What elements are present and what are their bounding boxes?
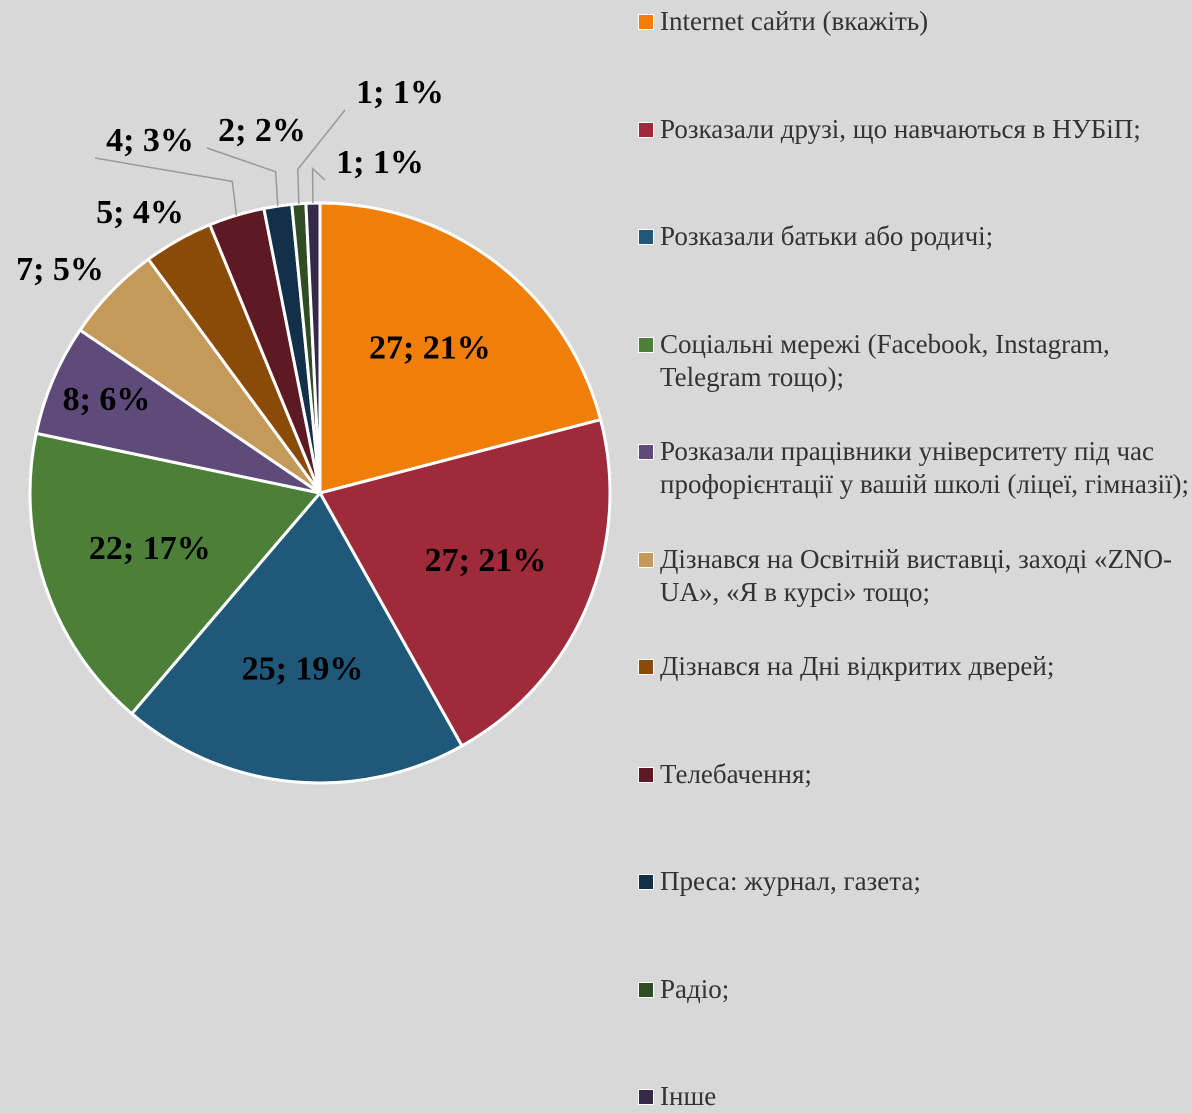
legend-item: Радіо;	[638, 973, 1192, 1006]
pie-slice	[129, 490, 464, 785]
legend-label: Розказали друзі, що навчаються в НУБіП;	[660, 113, 1141, 144]
leader-line	[206, 147, 279, 207]
legend-swatch	[638, 336, 654, 353]
legend-label: Телебачення;	[660, 758, 812, 789]
legend-item: Дізнався на Освітній виставці, заході «Z…	[638, 543, 1192, 609]
legend-label: Дізнався на Дні відкритих дверей;	[660, 651, 1055, 681]
legend-item: Телебачення;	[638, 758, 1192, 791]
legend-item: Дізнався на Дні відкритих дверей;	[638, 650, 1192, 683]
legend-item: Соціальні мережі (Facebook, Instagram, T…	[638, 328, 1192, 394]
data-label: 7; 5%	[16, 251, 104, 288]
legend-item: Internet сайти (вкажіть)	[638, 5, 1192, 38]
legend-swatch	[638, 659, 654, 675]
data-label: 2; 2%	[218, 112, 306, 149]
legend-label: Інше	[660, 1081, 717, 1111]
data-label: 22; 17%	[89, 530, 211, 567]
legend-label: Розказали працівники університету під ча…	[660, 436, 1189, 499]
data-label: 1; 1%	[336, 144, 424, 181]
data-label: 4; 3%	[106, 122, 194, 159]
leader-line	[311, 166, 326, 204]
legend-item: Інше	[638, 1080, 1192, 1113]
legend-swatch	[638, 766, 654, 783]
legend-item: Преса: журнал, газета;	[638, 865, 1192, 898]
chart: 27; 21% 27; 21% 25; 19% 22; 17% 8; 6% 7; 5% 5;…	[16, 74, 612, 785]
legend-label: Розказали батьки або родичі;	[660, 221, 994, 251]
pie-slice	[318, 201, 603, 495]
legend-label: Преса: журнал, газета;	[660, 866, 921, 896]
pie-slice	[317, 417, 612, 748]
legend-label: Радіо;	[660, 973, 730, 1004]
legend-label: Internet сайти (вкажіть)	[660, 6, 929, 36]
legend-swatch	[638, 981, 654, 998]
data-label: 8; 6%	[63, 381, 151, 418]
legend-swatch	[638, 874, 654, 890]
legend-swatch	[638, 551, 654, 568]
legend-swatch	[638, 14, 654, 30]
legend-swatch	[638, 121, 654, 138]
data-label: 27; 21%	[369, 329, 491, 366]
data-label: 1; 1%	[356, 74, 444, 111]
legend-item: Розказали друзі, що навчаються в НУБіП;	[638, 113, 1192, 146]
legend-item: Розказали працівники університету під ча…	[638, 435, 1192, 501]
data-label: 27; 21%	[425, 542, 547, 579]
leader-line	[94, 157, 238, 216]
leader-line	[297, 109, 346, 204]
legend-label: Дізнався на Освітній виставці, заході «Z…	[660, 543, 1172, 607]
legend-label: Соціальні мережі (Facebook, Instagram, T…	[660, 328, 1110, 392]
legend-swatch	[638, 444, 654, 460]
legend-swatch	[638, 229, 654, 245]
data-label: 25; 19%	[242, 651, 364, 688]
legend-swatch	[638, 1089, 654, 1105]
pie-slice	[304, 201, 322, 494]
legend-item: Розказали батьки або родичі;	[638, 220, 1192, 253]
pie-slice	[28, 431, 323, 716]
data-label: 5; 4%	[96, 194, 184, 231]
